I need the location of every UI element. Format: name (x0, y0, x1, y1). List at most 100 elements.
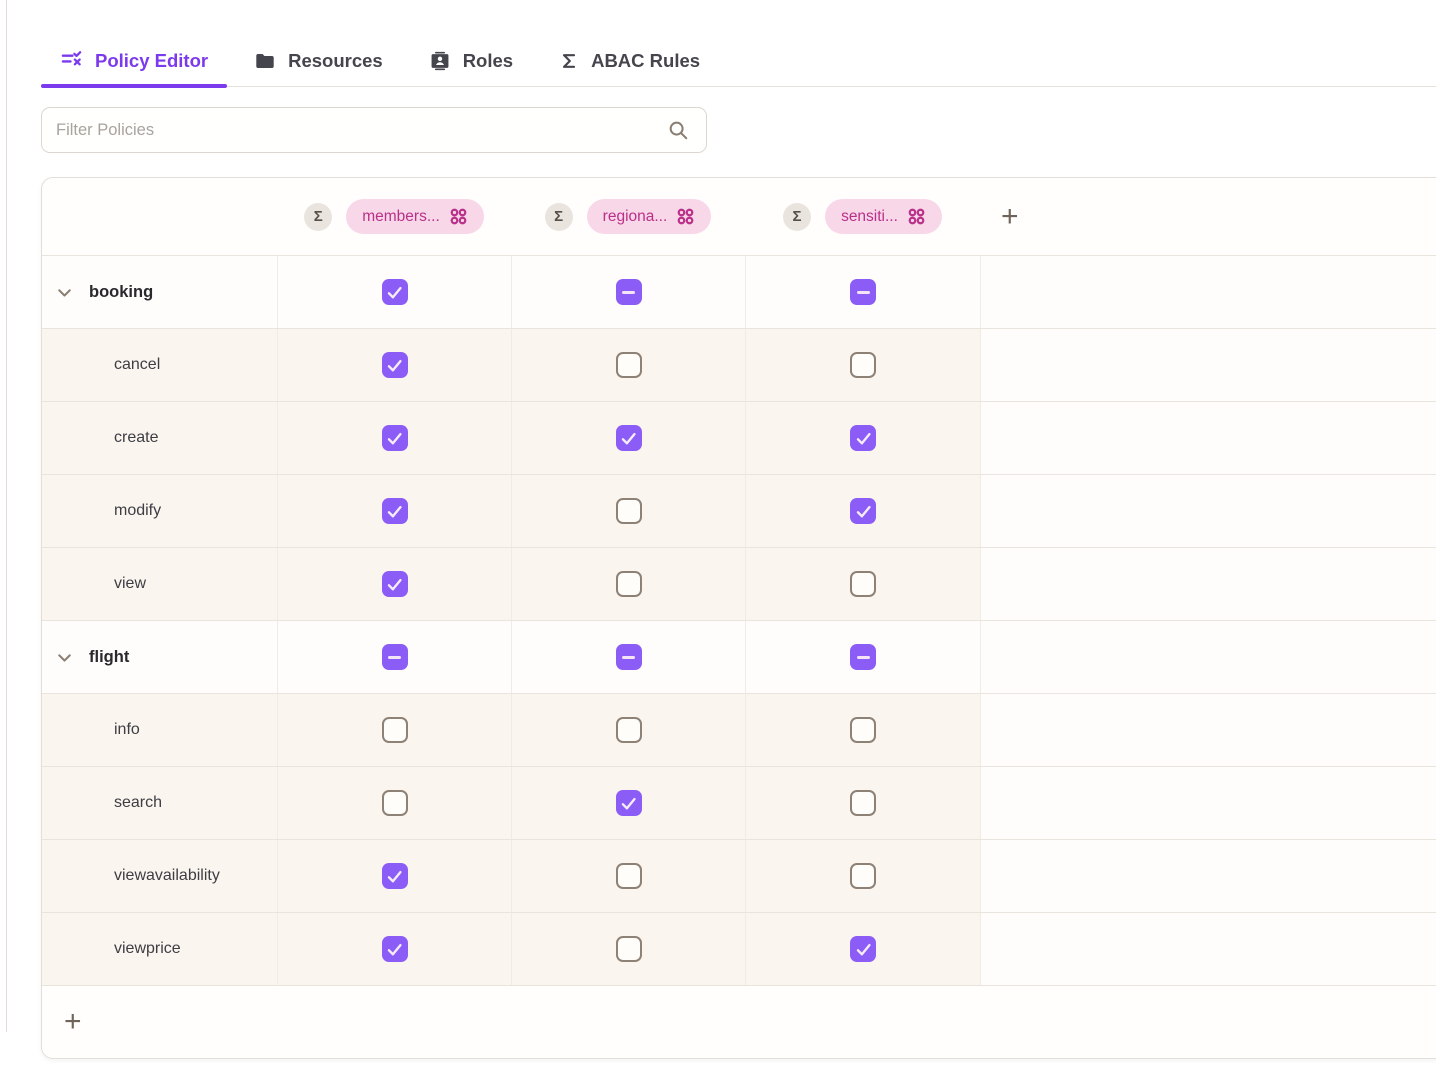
table-row-create: create (42, 401, 1436, 474)
row-label-cell: cancel (42, 329, 277, 401)
permission-checkbox-unchecked[interactable] (381, 790, 408, 816)
folder-icon (254, 50, 276, 72)
permission-checkbox-unchecked[interactable] (850, 863, 876, 889)
permission-cell (745, 402, 980, 474)
tab-resources[interactable]: Resources (235, 50, 402, 86)
permission-checkbox-checked[interactable] (615, 425, 642, 451)
permission-checkbox-checked[interactable] (381, 352, 408, 378)
permission-checkbox-checked[interactable] (381, 936, 408, 962)
empty-cell (980, 913, 1436, 985)
permission-checkbox-indeterminate[interactable] (615, 644, 642, 670)
row-label-cell: viewprice (42, 913, 277, 985)
tab-label: ABAC Rules (591, 50, 701, 71)
filter-list-icon (60, 49, 83, 72)
column-header-members: Σ members... (277, 199, 511, 234)
header-add-cell: + (980, 199, 1436, 233)
table-row-cancel: cancel (42, 328, 1436, 401)
tab-label: Policy Editor (95, 49, 209, 71)
permission-cell (745, 694, 980, 766)
permission-cell (511, 840, 745, 912)
permission-checkbox-checked[interactable] (850, 425, 876, 451)
permission-checkbox-unchecked[interactable] (850, 790, 876, 816)
permission-cell (277, 475, 511, 547)
permission-checkbox-indeterminate[interactable] (850, 644, 876, 670)
permission-checkbox-indeterminate[interactable] (381, 644, 408, 670)
table-row-booking: booking (42, 255, 1436, 328)
permission-checkbox-unchecked[interactable] (850, 352, 876, 378)
permission-checkbox-unchecked[interactable] (615, 717, 642, 743)
permission-cell (745, 256, 980, 328)
permission-checkbox-checked[interactable] (850, 936, 876, 962)
permission-checkbox-unchecked[interactable] (850, 717, 876, 743)
row-label-cell: flight (42, 621, 277, 693)
permission-checkbox-indeterminate[interactable] (850, 279, 876, 305)
tab-policy-editor[interactable]: Policy Editor (41, 49, 228, 88)
row-label-cell: view (42, 548, 277, 620)
sigma-icon (559, 51, 579, 71)
empty-cell (980, 621, 1436, 693)
permission-cell (277, 621, 511, 693)
permission-checkbox-checked[interactable] (381, 498, 408, 524)
add-column-button[interactable]: + (1001, 199, 1019, 233)
contact-card-icon (429, 50, 451, 72)
permission-checkbox-checked[interactable] (381, 279, 408, 305)
add-policy-row-button[interactable]: + (64, 1005, 82, 1038)
attribute-pill[interactable]: regiona... (586, 199, 712, 234)
permission-checkbox-checked[interactable] (381, 571, 408, 597)
permission-checkbox-unchecked[interactable] (850, 571, 876, 597)
permission-checkbox-unchecked[interactable] (615, 352, 642, 378)
panel-left-border (6, 0, 7, 1032)
permission-checkbox-checked[interactable] (850, 498, 876, 524)
permission-cell (745, 767, 980, 839)
table-row-view: view (42, 547, 1436, 620)
attribute-pill[interactable]: sensiti... (825, 199, 942, 234)
group-circles-icon (907, 207, 926, 226)
chevron-down-icon[interactable] (54, 282, 75, 303)
permission-checkbox-unchecked[interactable] (615, 936, 642, 962)
permission-cell (511, 329, 745, 401)
empty-cell (980, 767, 1436, 839)
sigma-badge[interactable]: Σ (304, 202, 333, 231)
filter-policies-input[interactable] (41, 107, 707, 153)
permission-cell (277, 767, 511, 839)
table-footer-row: + (42, 985, 1436, 1058)
permission-cell (277, 402, 511, 474)
table-row-search: search (42, 766, 1436, 839)
row-label: create (114, 429, 159, 446)
attribute-pill-label: members... (362, 207, 440, 225)
sigma-badge[interactable]: Σ (544, 202, 573, 231)
table-body: booking cancel create modify view flight info s… (42, 255, 1436, 985)
permission-cell (511, 767, 745, 839)
permission-checkbox-checked[interactable] (615, 790, 642, 816)
empty-cell (980, 840, 1436, 912)
tab-roles[interactable]: Roles (410, 50, 532, 86)
row-label: viewavailability (114, 867, 220, 884)
tab-abac-rules[interactable]: ABAC Rules (540, 50, 719, 86)
row-label: info (114, 721, 140, 738)
permission-checkbox-checked[interactable] (381, 863, 408, 889)
column-header-regional: Σ regiona... (511, 199, 745, 234)
empty-cell (980, 402, 1436, 474)
empty-cell (980, 694, 1436, 766)
row-label: modify (114, 502, 162, 519)
permission-checkbox-unchecked[interactable] (381, 717, 408, 743)
column-header-sensitive: Σ sensiti... (745, 199, 980, 234)
permission-checkbox-unchecked[interactable] (615, 863, 642, 889)
empty-cell (980, 256, 1436, 328)
permission-checkbox-indeterminate[interactable] (615, 279, 642, 305)
row-label: flight (89, 647, 130, 666)
permission-cell (511, 621, 745, 693)
attribute-pill[interactable]: members... (346, 199, 484, 234)
sigma-badge[interactable]: Σ (783, 202, 812, 231)
row-label: search (114, 794, 163, 811)
attribute-pill-label: sensiti... (841, 207, 898, 225)
permission-cell (511, 548, 745, 620)
search-icon (667, 119, 689, 141)
permission-cell (511, 913, 745, 985)
permission-checkbox-checked[interactable] (381, 425, 408, 451)
permission-checkbox-unchecked[interactable] (615, 571, 642, 597)
table-row-viewavailability: viewavailability (42, 839, 1436, 912)
chevron-down-icon[interactable] (54, 647, 75, 668)
table-row-info: info (42, 693, 1436, 766)
permission-checkbox-unchecked[interactable] (615, 498, 642, 524)
